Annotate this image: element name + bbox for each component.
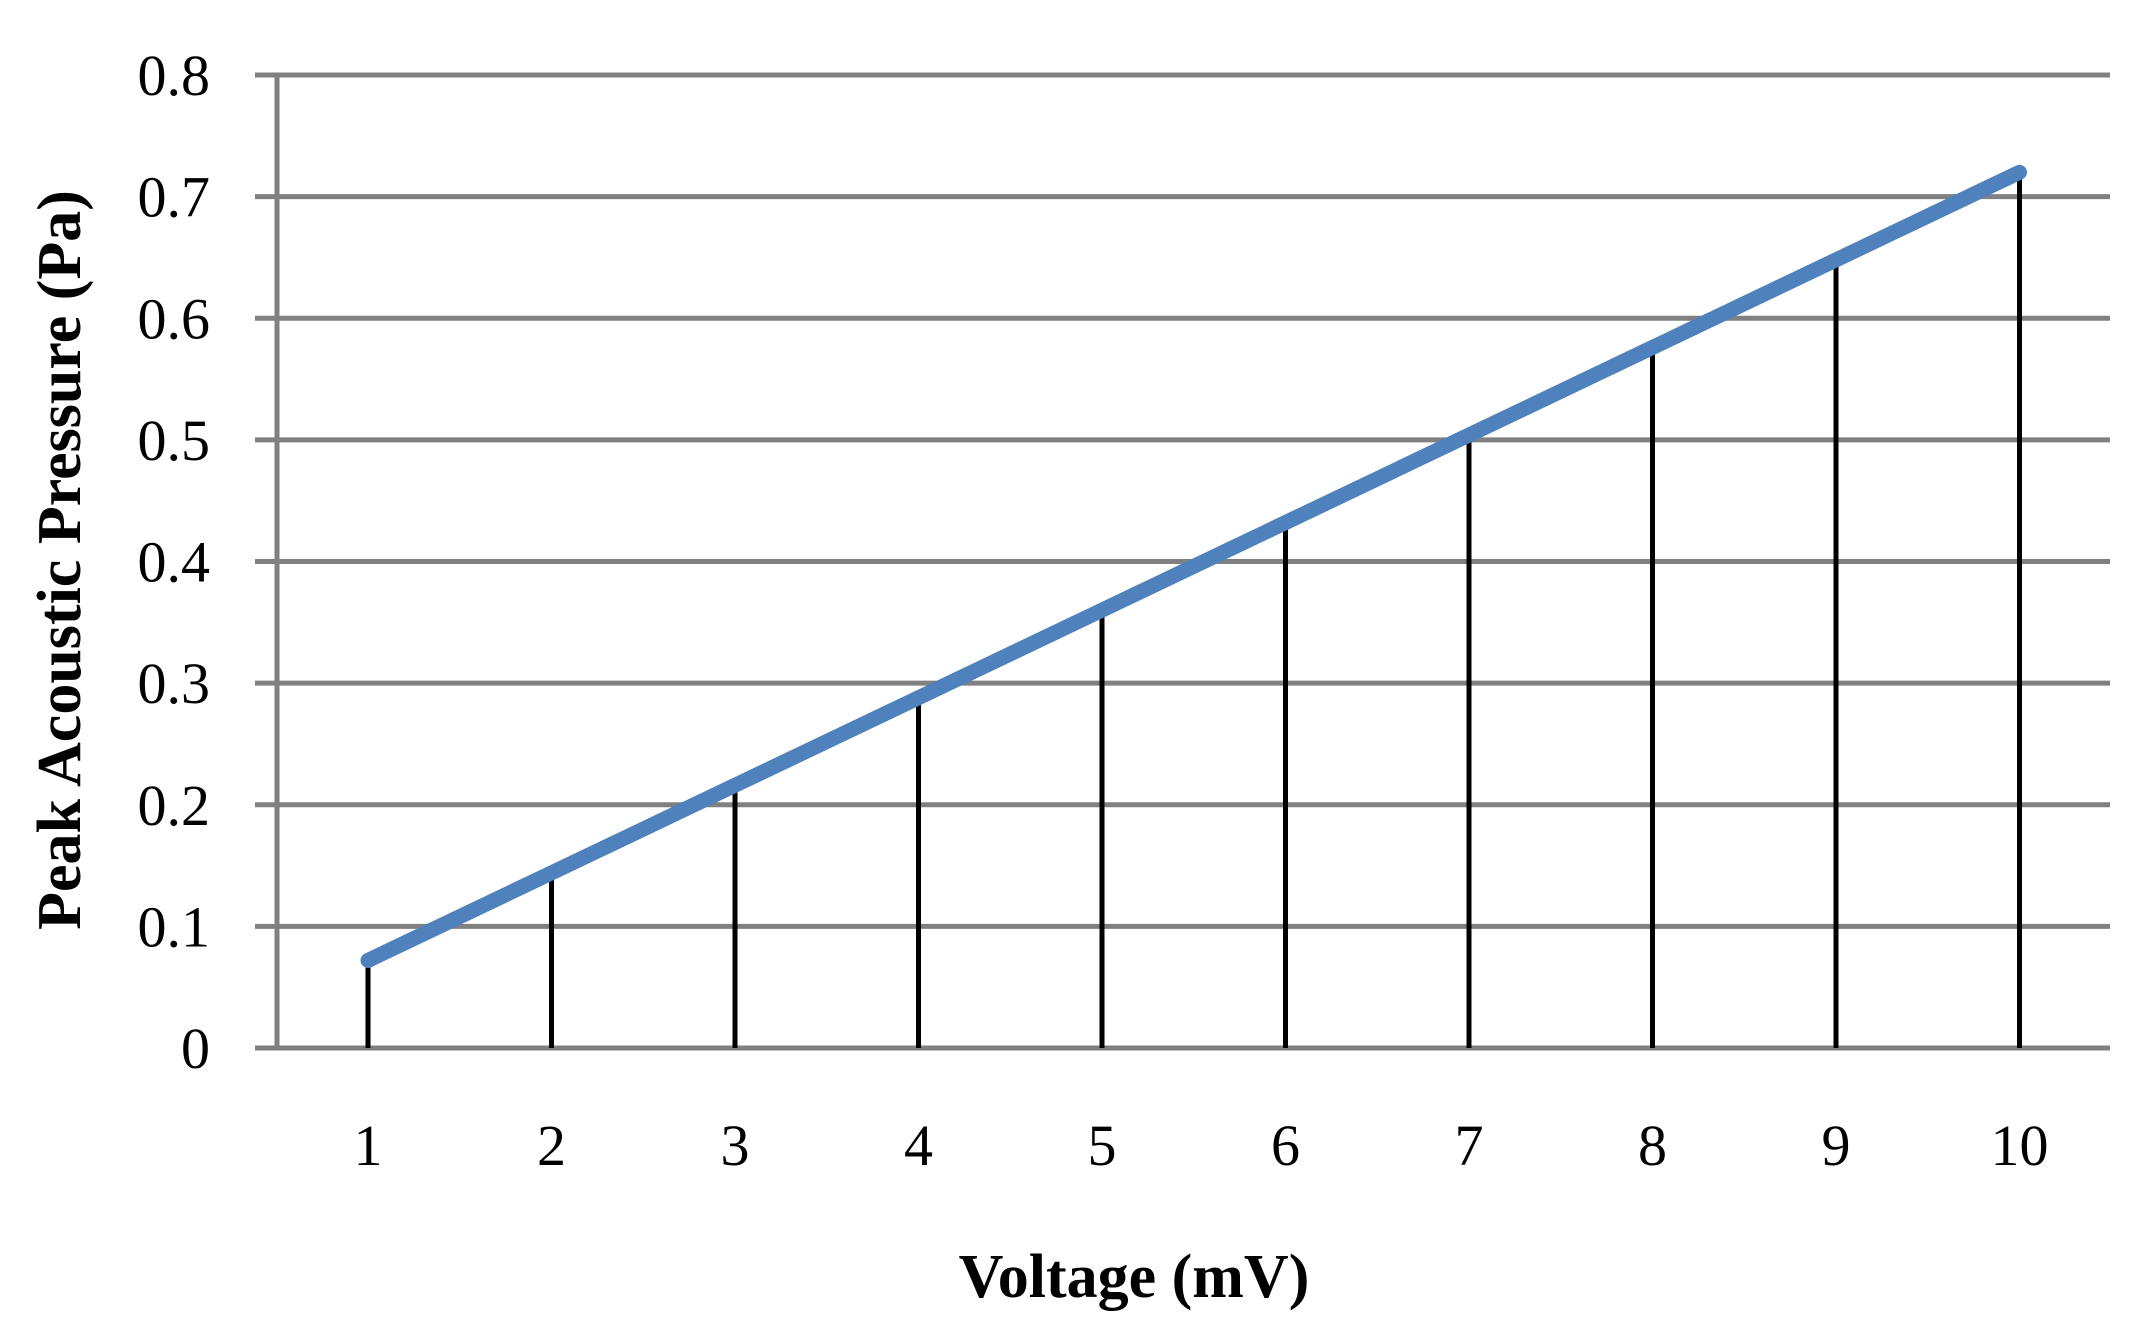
x-tick-label: 4: [904, 1113, 933, 1178]
data-point: [1099, 607, 1105, 614]
x-tick-labels: 1 2 3 4 5 6 7 8 9 10: [354, 1113, 2049, 1178]
y-tick-label: 0.4: [138, 530, 211, 595]
y-tick-label: 0.3: [138, 651, 211, 716]
x-tick-label: 7: [1455, 1113, 1484, 1178]
data-point: [1466, 432, 1472, 439]
y-tick-label: 0.2: [138, 773, 211, 838]
y-tick-label: 0.7: [138, 165, 211, 230]
x-tick-label: 1: [354, 1113, 383, 1178]
y-axis-title: Peak Acoustic Pressure (Pa): [26, 190, 94, 930]
x-tick-label: 5: [1088, 1113, 1117, 1178]
x-axis-title: Voltage (mV): [959, 1243, 1310, 1311]
data-point: [365, 957, 371, 964]
x-tick-label: 3: [721, 1113, 750, 1178]
x-tick-label: 9: [1822, 1113, 1851, 1178]
y-tick-label: 0.5: [138, 408, 211, 473]
data-point: [1649, 344, 1656, 351]
x-tick-label: 8: [1638, 1113, 1667, 1178]
drop-lines: [365, 172, 2022, 1048]
x-tick-label: 6: [1271, 1113, 1300, 1178]
data-point: [732, 782, 738, 789]
y-tick-label: 0.6: [138, 286, 211, 351]
gridlines: [255, 72, 2110, 1051]
series-line: [360, 164, 2027, 968]
data-point: [915, 694, 922, 701]
y-tick-label: 0.1: [138, 894, 211, 959]
data-point: [1282, 519, 1289, 526]
x-tick-label: 2: [537, 1113, 566, 1178]
y-tick-labels: 0 0.1 0.2 0.3 0.4 0.5 0.6 0.7 0.8: [138, 43, 211, 1081]
data-point: [548, 869, 555, 876]
series: [360, 164, 2027, 968]
y-tick-label: 0.8: [138, 43, 211, 108]
x-tick-label: 10: [1991, 1113, 2049, 1178]
y-tick-label: 0: [181, 1016, 210, 1081]
data-point: [1833, 256, 1839, 263]
data-point: [2016, 169, 2023, 176]
